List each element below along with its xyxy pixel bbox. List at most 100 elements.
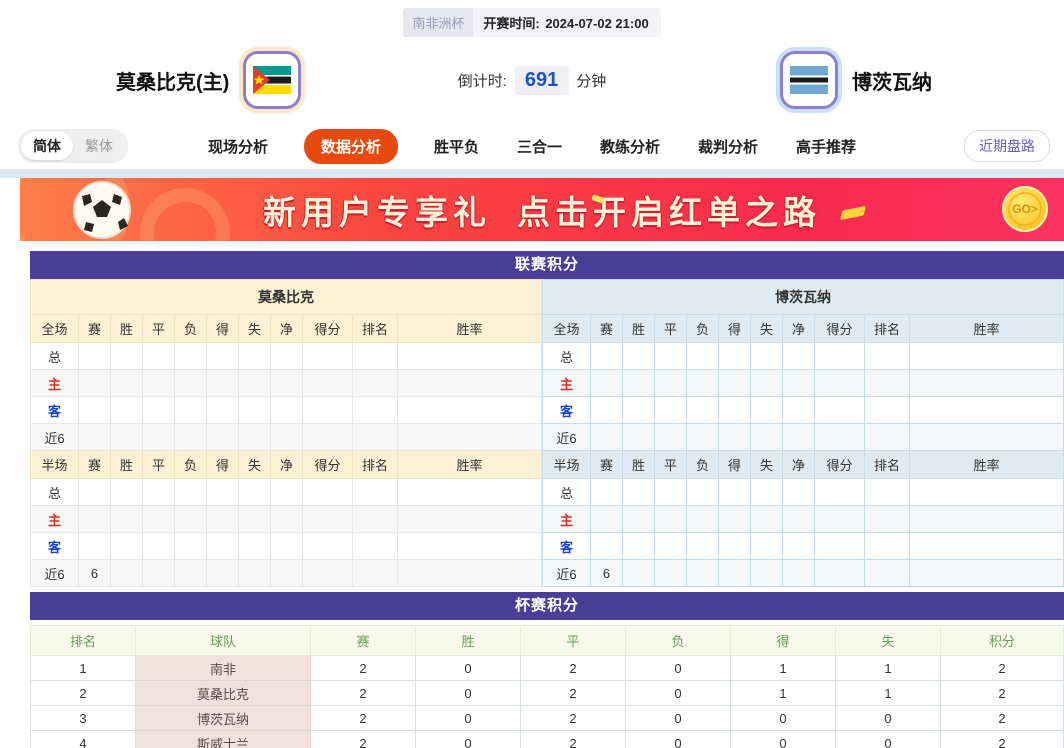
banner-text: 新用户专享礼 点击开启红单之路 bbox=[263, 193, 821, 231]
cup-cell: 2 bbox=[520, 730, 626, 748]
botswana-flag-icon bbox=[780, 51, 838, 109]
league-cell bbox=[110, 396, 143, 424]
league-cell bbox=[686, 532, 719, 560]
league-cell bbox=[686, 342, 719, 370]
cup-cell: 4 bbox=[30, 730, 136, 748]
cup-cell: 2 bbox=[30, 680, 136, 706]
lang-simplified-button[interactable]: 简体 bbox=[21, 132, 73, 160]
cup-cell: 2 bbox=[940, 680, 1064, 706]
league-cell bbox=[750, 532, 783, 560]
nav-tab-0[interactable]: 现场分析 bbox=[207, 138, 268, 156]
league-row-主: 主 bbox=[542, 369, 1064, 397]
league-cell bbox=[782, 532, 815, 560]
cup-col-header: 平 bbox=[520, 625, 626, 656]
league-cell bbox=[206, 478, 239, 506]
league-col-header: 净 bbox=[270, 314, 303, 343]
league-cell bbox=[142, 505, 175, 533]
league-row-客: 客 bbox=[542, 532, 1064, 560]
cup-cell: 0 bbox=[625, 680, 731, 706]
cup-cell: 0 bbox=[625, 705, 731, 731]
league-cell bbox=[238, 369, 271, 397]
cup-cell: 2 bbox=[940, 655, 1064, 681]
league-col-header: 排名 bbox=[864, 450, 910, 479]
league-cell bbox=[590, 342, 623, 370]
cup-cell: 0 bbox=[835, 730, 941, 748]
league-cell bbox=[352, 559, 398, 587]
league-cell bbox=[909, 532, 1064, 560]
league-cell bbox=[352, 369, 398, 397]
league-cell bbox=[110, 342, 143, 370]
countdown-label: 倒计时: bbox=[457, 72, 507, 90]
cup-cell: 0 bbox=[625, 655, 731, 681]
league-cell bbox=[238, 396, 271, 424]
league-cell bbox=[909, 423, 1064, 451]
league-cell bbox=[864, 396, 910, 424]
league-col-header: 平 bbox=[142, 314, 175, 343]
league-cell bbox=[78, 396, 111, 424]
league-cell bbox=[352, 396, 398, 424]
league-cell bbox=[238, 342, 271, 370]
league-row-label: 近6 bbox=[542, 423, 591, 451]
promo-banner[interactable]: 新用户专享礼 点击开启红单之路 GO> bbox=[20, 178, 1064, 241]
go-button[interactable]: GO> bbox=[1002, 186, 1048, 232]
recent-trend-button[interactable]: 近期盘路 bbox=[964, 130, 1050, 162]
league-points-title: 联赛积分 bbox=[30, 251, 1064, 279]
league-row-总: 总 bbox=[30, 478, 542, 506]
countdown-unit: 分钟 bbox=[576, 72, 607, 90]
cup-cell: 1 bbox=[30, 655, 136, 681]
league-cell bbox=[782, 342, 815, 370]
league-points-table: 莫桑比克 全场赛胜平负得失净得分 排名 胜率总主客近6 半场赛胜平负得失净得分 排名 胜率总… bbox=[30, 279, 1064, 587]
league-cell bbox=[142, 478, 175, 506]
league-col-header: 失 bbox=[238, 314, 271, 343]
league-col-header: 得分 bbox=[302, 450, 353, 479]
countdown-value: 691 bbox=[514, 65, 569, 95]
lang-traditional-button[interactable]: 繁体 bbox=[85, 138, 113, 154]
league-cell bbox=[238, 532, 271, 560]
nav-bar: 简体 繁体 现场分析 数据分析 胜平负 三合一 教练分析 裁判分析 高手推荐 近期盘路 bbox=[0, 123, 1064, 170]
league-cell bbox=[686, 478, 719, 506]
nav-tab-2[interactable]: 胜平负 bbox=[433, 138, 479, 156]
league-cell bbox=[174, 559, 207, 587]
league-col-header: 全场 bbox=[542, 314, 591, 343]
league-cell bbox=[622, 505, 655, 533]
nav-tab-5[interactable]: 裁判分析 bbox=[698, 138, 759, 156]
league-cell bbox=[270, 559, 303, 587]
league-col-header: 排名 bbox=[352, 450, 398, 479]
league-cell bbox=[814, 505, 865, 533]
league-cell bbox=[654, 559, 687, 587]
league-cell bbox=[750, 505, 783, 533]
league-cell bbox=[864, 342, 910, 370]
league-cell bbox=[302, 505, 353, 533]
league-cell bbox=[590, 532, 623, 560]
league-col-header: 得分 bbox=[814, 314, 865, 343]
league-col-header: 负 bbox=[686, 450, 719, 479]
league-cell bbox=[302, 369, 353, 397]
league-row-近6: 近6 bbox=[30, 423, 542, 451]
league-cell bbox=[654, 396, 687, 424]
league-cell bbox=[864, 423, 910, 451]
league-cell bbox=[750, 423, 783, 451]
league-col-header: 净 bbox=[270, 450, 303, 479]
league-col-header: 得 bbox=[206, 450, 239, 479]
nav-tab-1[interactable]: 数据分析 bbox=[303, 128, 398, 164]
league-cell bbox=[142, 342, 175, 370]
league-cell bbox=[909, 342, 1064, 370]
league-cell bbox=[270, 532, 303, 560]
nav-tab-3[interactable]: 三合一 bbox=[516, 138, 562, 156]
league-row-客: 客 bbox=[30, 532, 542, 560]
league-col-header: 半场 bbox=[30, 450, 79, 479]
nav-tab-4[interactable]: 教练分析 bbox=[600, 138, 661, 156]
league-cell bbox=[142, 559, 175, 587]
league-cell bbox=[654, 505, 687, 533]
league-cell bbox=[718, 559, 751, 587]
league-cell bbox=[270, 505, 303, 533]
league-cell bbox=[78, 369, 111, 397]
cup-team-name: 斯威士兰 bbox=[135, 730, 311, 748]
cup-team-name: 博茨瓦纳 bbox=[135, 705, 311, 731]
league-cell bbox=[654, 423, 687, 451]
league-cell bbox=[909, 478, 1064, 506]
cup-points-table: 排名 球队赛胜平负得失积分 1 南非 2 0 2 0 1 1 2 2 莫桑比克 2 0 2 0 1 1 2 3 博茨瓦纳 2… bbox=[30, 625, 1064, 748]
league-row-label: 主 bbox=[542, 369, 591, 397]
cup-points-title: 杯赛积分 bbox=[30, 592, 1064, 620]
nav-tab-6[interactable]: 高手推荐 bbox=[796, 138, 857, 156]
